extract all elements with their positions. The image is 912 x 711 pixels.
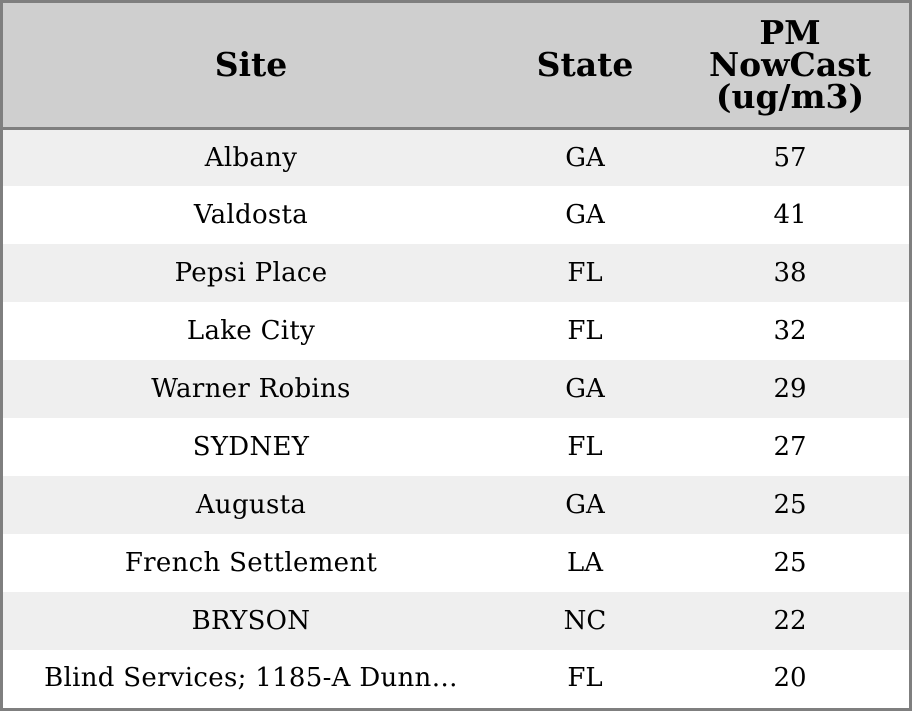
table-header: Site State PM NowCast (ug/m3) [3, 3, 909, 130]
header-row: Site State PM NowCast (ug/m3) [3, 3, 909, 130]
site-cell: Albany [204, 142, 298, 173]
pm-value-cell: 41 [773, 200, 807, 230]
header-state: State [499, 3, 671, 130]
state-cell: FL [567, 432, 603, 462]
pm-value-cell: 38 [773, 258, 807, 288]
table-row: Warner Robins GA 29 [3, 360, 909, 418]
state-cell: FL [567, 662, 603, 693]
table-row: Valdosta GA 41 [3, 186, 909, 244]
site-cell: Valdosta [193, 200, 309, 230]
pm-value-cell: 57 [773, 142, 807, 173]
table-row: SYDNEY FL 27 [3, 418, 909, 476]
pm-value-cell: 29 [773, 374, 807, 404]
site-cell: Pepsi Place [174, 258, 328, 288]
header-pm-nowcast: PM NowCast (ug/m3) [671, 3, 909, 130]
table-body: Albany GA 57 Valdosta GA 41 Pepsi Place FL 38 Lak… [3, 128, 909, 705]
header-pm-line-2: NowCast [708, 44, 872, 84]
pm-value-cell: 22 [773, 606, 807, 636]
state-cell: FL [567, 258, 603, 288]
state-cell: GA [565, 374, 605, 404]
table-row: Blind Services; 1185-A Dunn… FL 20 [3, 650, 909, 705]
state-cell: GA [565, 200, 605, 230]
site-cell: SYDNEY [192, 432, 310, 462]
pm-value-cell: 32 [773, 316, 807, 346]
site-cell: Blind Services; 1185-A Dunn… [44, 662, 458, 693]
state-cell: NC [563, 606, 607, 636]
header-pm-line-3: (ug/m3) [715, 76, 865, 116]
table-row: French Settlement LA 25 [3, 534, 909, 592]
pm-value-cell: 25 [773, 490, 807, 520]
site-cell: French Settlement [124, 548, 378, 578]
state-cell: FL [567, 316, 603, 346]
site-cell: BRYSON [191, 606, 311, 636]
state-cell: GA [565, 490, 605, 520]
table-row: Augusta GA 25 [3, 476, 909, 534]
pm-value-cell: 25 [773, 548, 807, 578]
table-row: Albany GA 57 [3, 128, 909, 186]
header-site: Site [3, 3, 499, 130]
site-cell: Augusta [195, 490, 307, 520]
site-cell: Warner Robins [151, 374, 351, 404]
table-row: Lake City FL 32 [3, 302, 909, 360]
table-row: Pepsi Place FL 38 [3, 244, 909, 302]
state-cell: GA [565, 142, 605, 173]
table-row: BRYSON NC 22 [3, 592, 909, 650]
header-pm-line-1: PM [759, 12, 821, 52]
pm-value-cell: 27 [773, 432, 807, 462]
pm-nowcast-table: Site State PM NowCast (ug/m3) Albany GA 57… [3, 3, 909, 705]
site-cell: Lake City [186, 316, 316, 346]
state-cell: LA [566, 548, 604, 578]
pm-value-cell: 20 [773, 662, 807, 693]
